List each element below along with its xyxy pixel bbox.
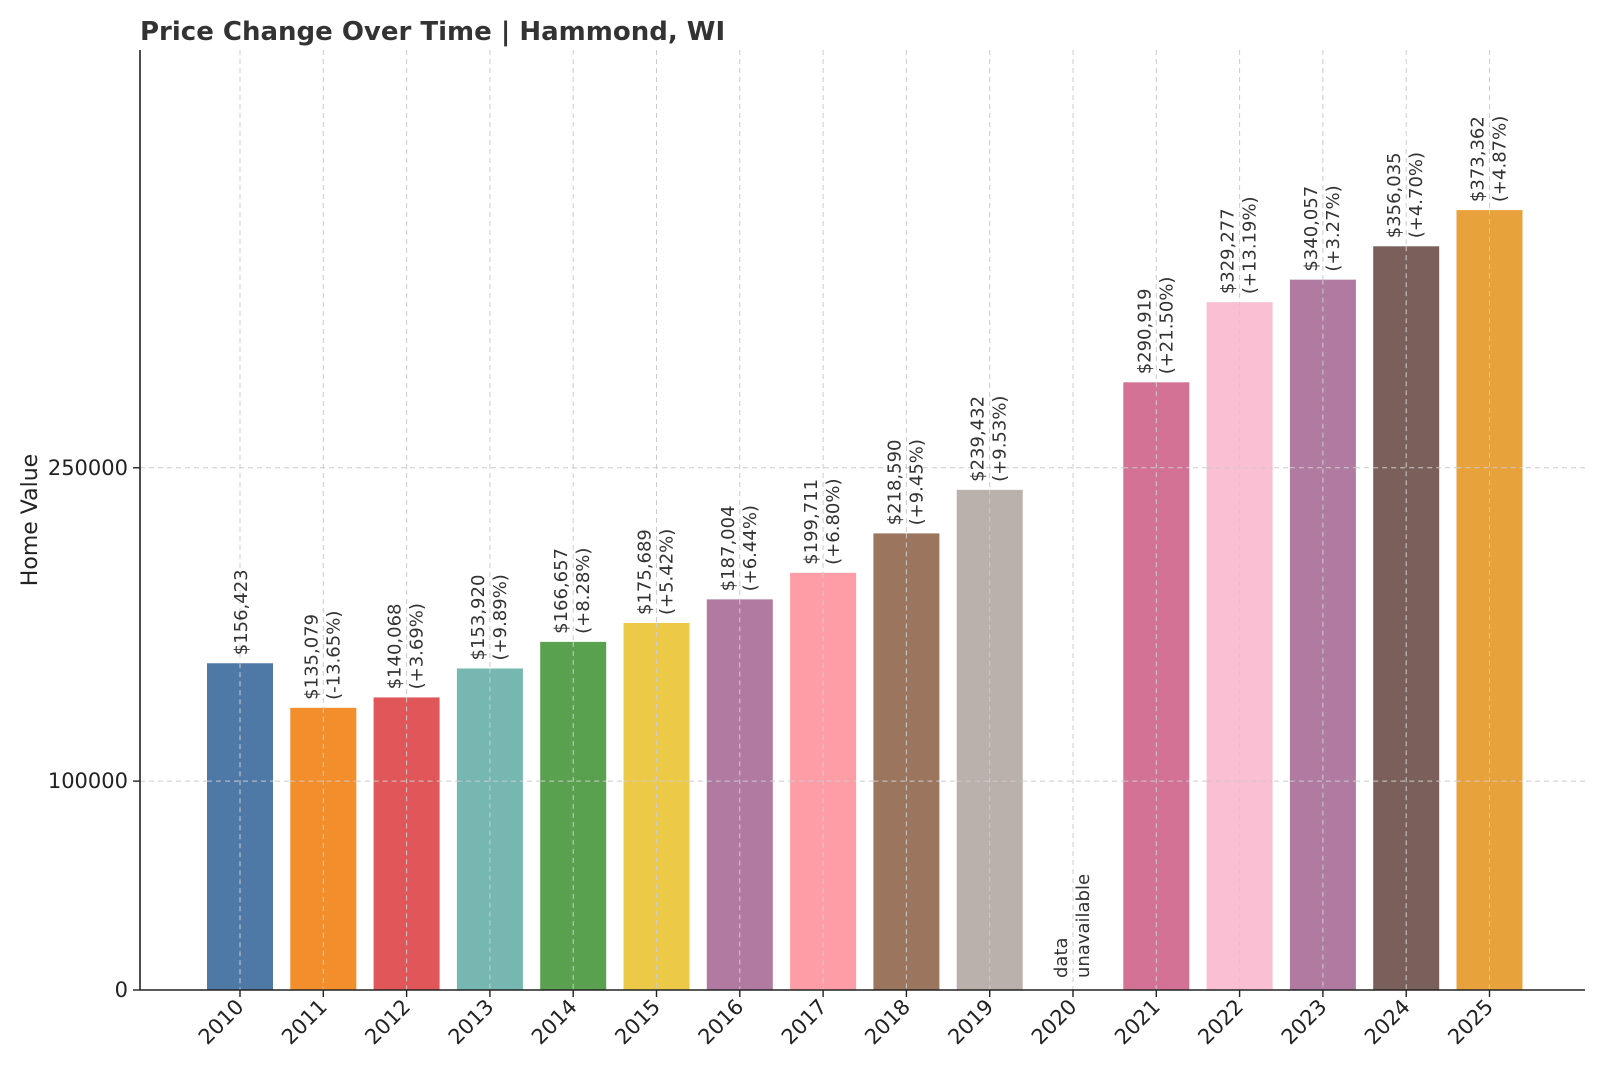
value-label: $290,919 [1134,288,1155,374]
change-label: (+3.27%) [1323,185,1344,271]
y-tick-label: 0 [115,978,128,1002]
change-label: (+21.50%) [1156,277,1177,375]
value-label: $175,689 [635,529,656,615]
change-label: (+5.42%) [657,529,678,615]
x-tick-label: 2020 [1027,995,1082,1050]
value-label: $329,277 [1218,208,1239,294]
x-tick-label: 2015 [610,995,665,1050]
change-label: (+9.89%) [490,574,511,660]
bar [290,707,357,990]
x-tick-label: 2011 [277,995,332,1050]
change-label: (+9.53%) [990,396,1011,482]
value-label: $156,423 [231,569,252,655]
x-tick-label: 2022 [1193,995,1248,1050]
change-label: (+4.87%) [1490,116,1511,202]
change-label: (-13.65%) [323,611,344,700]
x-tick-label: 2010 [194,995,249,1050]
x-tick-label: 2019 [943,995,998,1050]
value-label: $199,711 [801,479,822,565]
change-label: (+3.69%) [407,603,428,689]
x-tick-label: 2014 [527,995,582,1050]
x-tick-label: 2023 [1277,995,1332,1050]
chart-title: Price Change Over Time | Hammond, WI [140,17,725,47]
value-label: $153,920 [468,575,489,661]
value-label: $218,590 [884,439,905,525]
value-label: $340,057 [1301,186,1322,272]
x-tick-label: 2013 [444,995,499,1050]
x-tick-label: 2017 [777,995,832,1050]
value-label: $166,657 [551,548,572,634]
grid [140,50,1585,990]
change-label: unavailable [1073,874,1094,978]
x-tick-label: 2025 [1443,995,1498,1050]
value-label: $140,068 [385,604,406,690]
y-axis-label: Home Value [18,454,43,586]
x-tick-label: 2012 [360,995,415,1050]
value-label: $356,035 [1384,152,1405,238]
value-label: $187,004 [718,505,739,591]
change-label: (+8.28%) [573,548,594,634]
x-tick-label: 2024 [1360,995,1415,1050]
x-tick-label: 2021 [1110,995,1165,1050]
value-label: $135,079 [301,614,322,700]
y-tick-label: 250000 [48,456,128,480]
change-label: (+13.19%) [1240,196,1261,294]
change-label: (+6.80%) [823,479,844,565]
change-label: (+4.70%) [1406,152,1427,238]
value-label: $239,432 [968,396,989,482]
value-label: $373,362 [1468,116,1489,202]
x-tick-label: 2016 [694,995,749,1050]
x-tick-label: 2018 [860,995,915,1050]
change-label: (+9.45%) [906,439,927,525]
y-tick-label: 100000 [48,769,128,793]
value-label: data [1051,937,1072,978]
bar-labels: $156,423 $135,079 (-13.65%) $140,068 (+3.69%… [231,116,1511,978]
bars [207,210,1523,991]
bar [456,668,523,990]
change-label: (+6.44%) [740,505,761,591]
